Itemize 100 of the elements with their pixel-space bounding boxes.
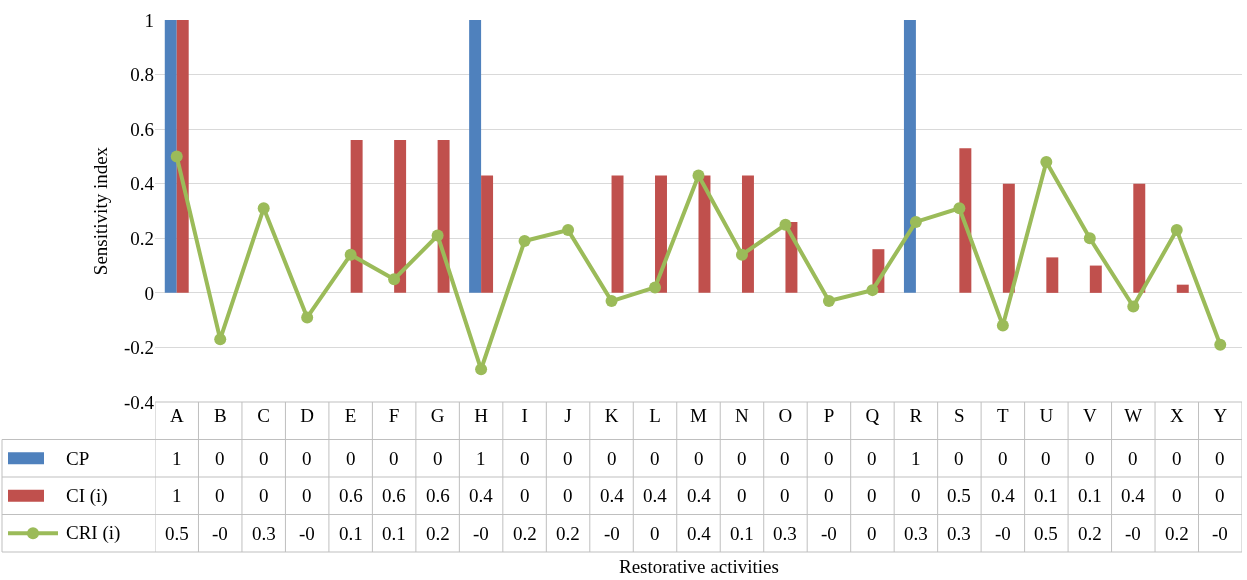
y-axis-title: Sensitivity index xyxy=(90,146,111,276)
point xyxy=(170,150,183,163)
y-tick-label: -0.4 xyxy=(123,391,155,413)
data-label: -0 xyxy=(604,523,620,544)
point xyxy=(735,248,748,261)
data-label: 0 xyxy=(1128,448,1138,469)
data-label: 0 xyxy=(215,485,225,506)
x-tick-label: I xyxy=(521,405,528,426)
data-label: 0 xyxy=(867,523,877,544)
data-label: 0.1 xyxy=(339,523,363,544)
data-label: 0.3 xyxy=(252,523,276,544)
x-tick-label: W xyxy=(1124,405,1143,426)
y-tick-label: 1 xyxy=(144,9,154,31)
data-label: 0.4 xyxy=(600,485,625,506)
bar xyxy=(394,140,407,293)
point xyxy=(1083,232,1096,245)
data-label: 0 xyxy=(346,448,356,469)
point xyxy=(1214,338,1227,351)
data-label: 0 xyxy=(563,485,573,506)
x-tick-label: T xyxy=(997,405,1010,426)
data-label: 0 xyxy=(650,448,660,469)
point xyxy=(214,333,227,346)
x-tick-label: J xyxy=(564,405,572,426)
x-tick-label: C xyxy=(257,405,271,426)
x-tick-label: V xyxy=(1082,405,1097,426)
x-tick-label: B xyxy=(213,405,227,426)
x-tick-label: O xyxy=(778,405,793,426)
x-tick-label: F xyxy=(388,405,400,426)
data-label: 0 xyxy=(911,485,921,506)
bar xyxy=(164,20,177,293)
data-label: 0 xyxy=(520,485,530,506)
data-label: 0.6 xyxy=(382,485,406,506)
point xyxy=(692,169,705,182)
point xyxy=(344,248,357,261)
x-tick-label: A xyxy=(169,405,184,426)
bar xyxy=(437,140,450,293)
x-tick-label: Q xyxy=(865,405,880,426)
y-tick-label: -0.2 xyxy=(123,337,154,359)
data-label: 0 xyxy=(1215,485,1225,506)
point xyxy=(1127,300,1140,313)
data-label: 0.1 xyxy=(1078,485,1102,506)
bar xyxy=(959,148,972,293)
point xyxy=(866,284,879,297)
y-tick-label: 0 xyxy=(144,282,154,304)
x-tick-label: Y xyxy=(1213,405,1228,426)
x-tick-label: P xyxy=(823,405,835,426)
x-tick-label: K xyxy=(604,405,619,426)
data-label: 0 xyxy=(824,485,834,506)
legend-label: CI (i) xyxy=(66,485,108,507)
x-tick-label: G xyxy=(430,405,445,426)
bar xyxy=(350,140,363,293)
data-label: 0.4 xyxy=(687,485,712,506)
data-label: -0 xyxy=(299,523,315,544)
point xyxy=(1040,155,1053,168)
point xyxy=(996,319,1009,332)
data-label: 0.1 xyxy=(382,523,406,544)
point xyxy=(649,281,662,294)
data-label: 0.1 xyxy=(730,523,754,544)
data-label: 0.3 xyxy=(773,523,797,544)
data-label: 0.2 xyxy=(1078,523,1102,544)
data-label: 0 xyxy=(867,448,877,469)
data-label: 0 xyxy=(737,485,747,506)
point xyxy=(388,273,401,286)
data-label: 0.3 xyxy=(947,523,971,544)
data-label: 0 xyxy=(824,448,834,469)
legend-label: CRI (i) xyxy=(66,522,121,544)
data-label: 0.4 xyxy=(643,485,668,506)
y-tick-label: 0.2 xyxy=(130,227,154,249)
point xyxy=(431,229,444,242)
data-label: 0.4 xyxy=(1121,485,1146,506)
x-tick-label: M xyxy=(690,405,708,426)
x-tick-label: E xyxy=(344,405,357,426)
data-label: 0 xyxy=(737,448,747,469)
x-tick-label: S xyxy=(954,405,965,426)
data-label: 0 xyxy=(954,448,964,469)
bar xyxy=(741,175,754,293)
data-label: 0 xyxy=(1172,485,1182,506)
point xyxy=(605,295,618,308)
data-label: 0.5 xyxy=(1034,523,1058,544)
data-label: 0 xyxy=(563,448,573,469)
point xyxy=(475,363,488,376)
point xyxy=(301,311,314,324)
data-label: 0.5 xyxy=(165,523,189,544)
data-label: 1 xyxy=(172,485,182,506)
data-label: 0.4 xyxy=(991,485,1016,506)
data-label: 0 xyxy=(1172,448,1182,469)
data-label: 0 xyxy=(1085,448,1095,469)
data-label: 1 xyxy=(476,448,486,469)
data-label: 1 xyxy=(172,448,182,469)
data-label: 0 xyxy=(215,448,225,469)
data-label: 0.4 xyxy=(687,523,712,544)
data-label: 0 xyxy=(998,448,1008,469)
data-label: 0 xyxy=(259,448,269,469)
data-label: 0.4 xyxy=(469,485,494,506)
point xyxy=(257,202,270,215)
data-label: -0 xyxy=(1125,523,1141,544)
bar xyxy=(1176,284,1189,293)
bar xyxy=(481,175,494,293)
data-label: -0 xyxy=(995,523,1011,544)
data-label: 0 xyxy=(259,485,269,506)
